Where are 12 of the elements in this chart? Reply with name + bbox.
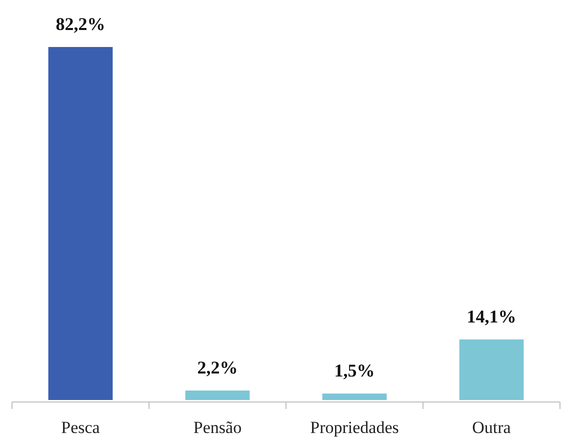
x-tick-label: Pesca	[61, 418, 100, 437]
data-label: 82,2%	[56, 14, 106, 34]
bar	[322, 394, 387, 400]
data-label: 14,1%	[466, 306, 516, 326]
bar	[185, 390, 250, 400]
x-tick-label: Propriedades	[310, 418, 399, 437]
x-tick-label: Outra	[472, 418, 512, 437]
data-label: 2,2%	[197, 358, 238, 378]
bar	[48, 47, 113, 400]
data-label: 1,5%	[334, 360, 375, 381]
bar	[459, 339, 524, 400]
x-tick-label: Pensão	[193, 418, 242, 437]
